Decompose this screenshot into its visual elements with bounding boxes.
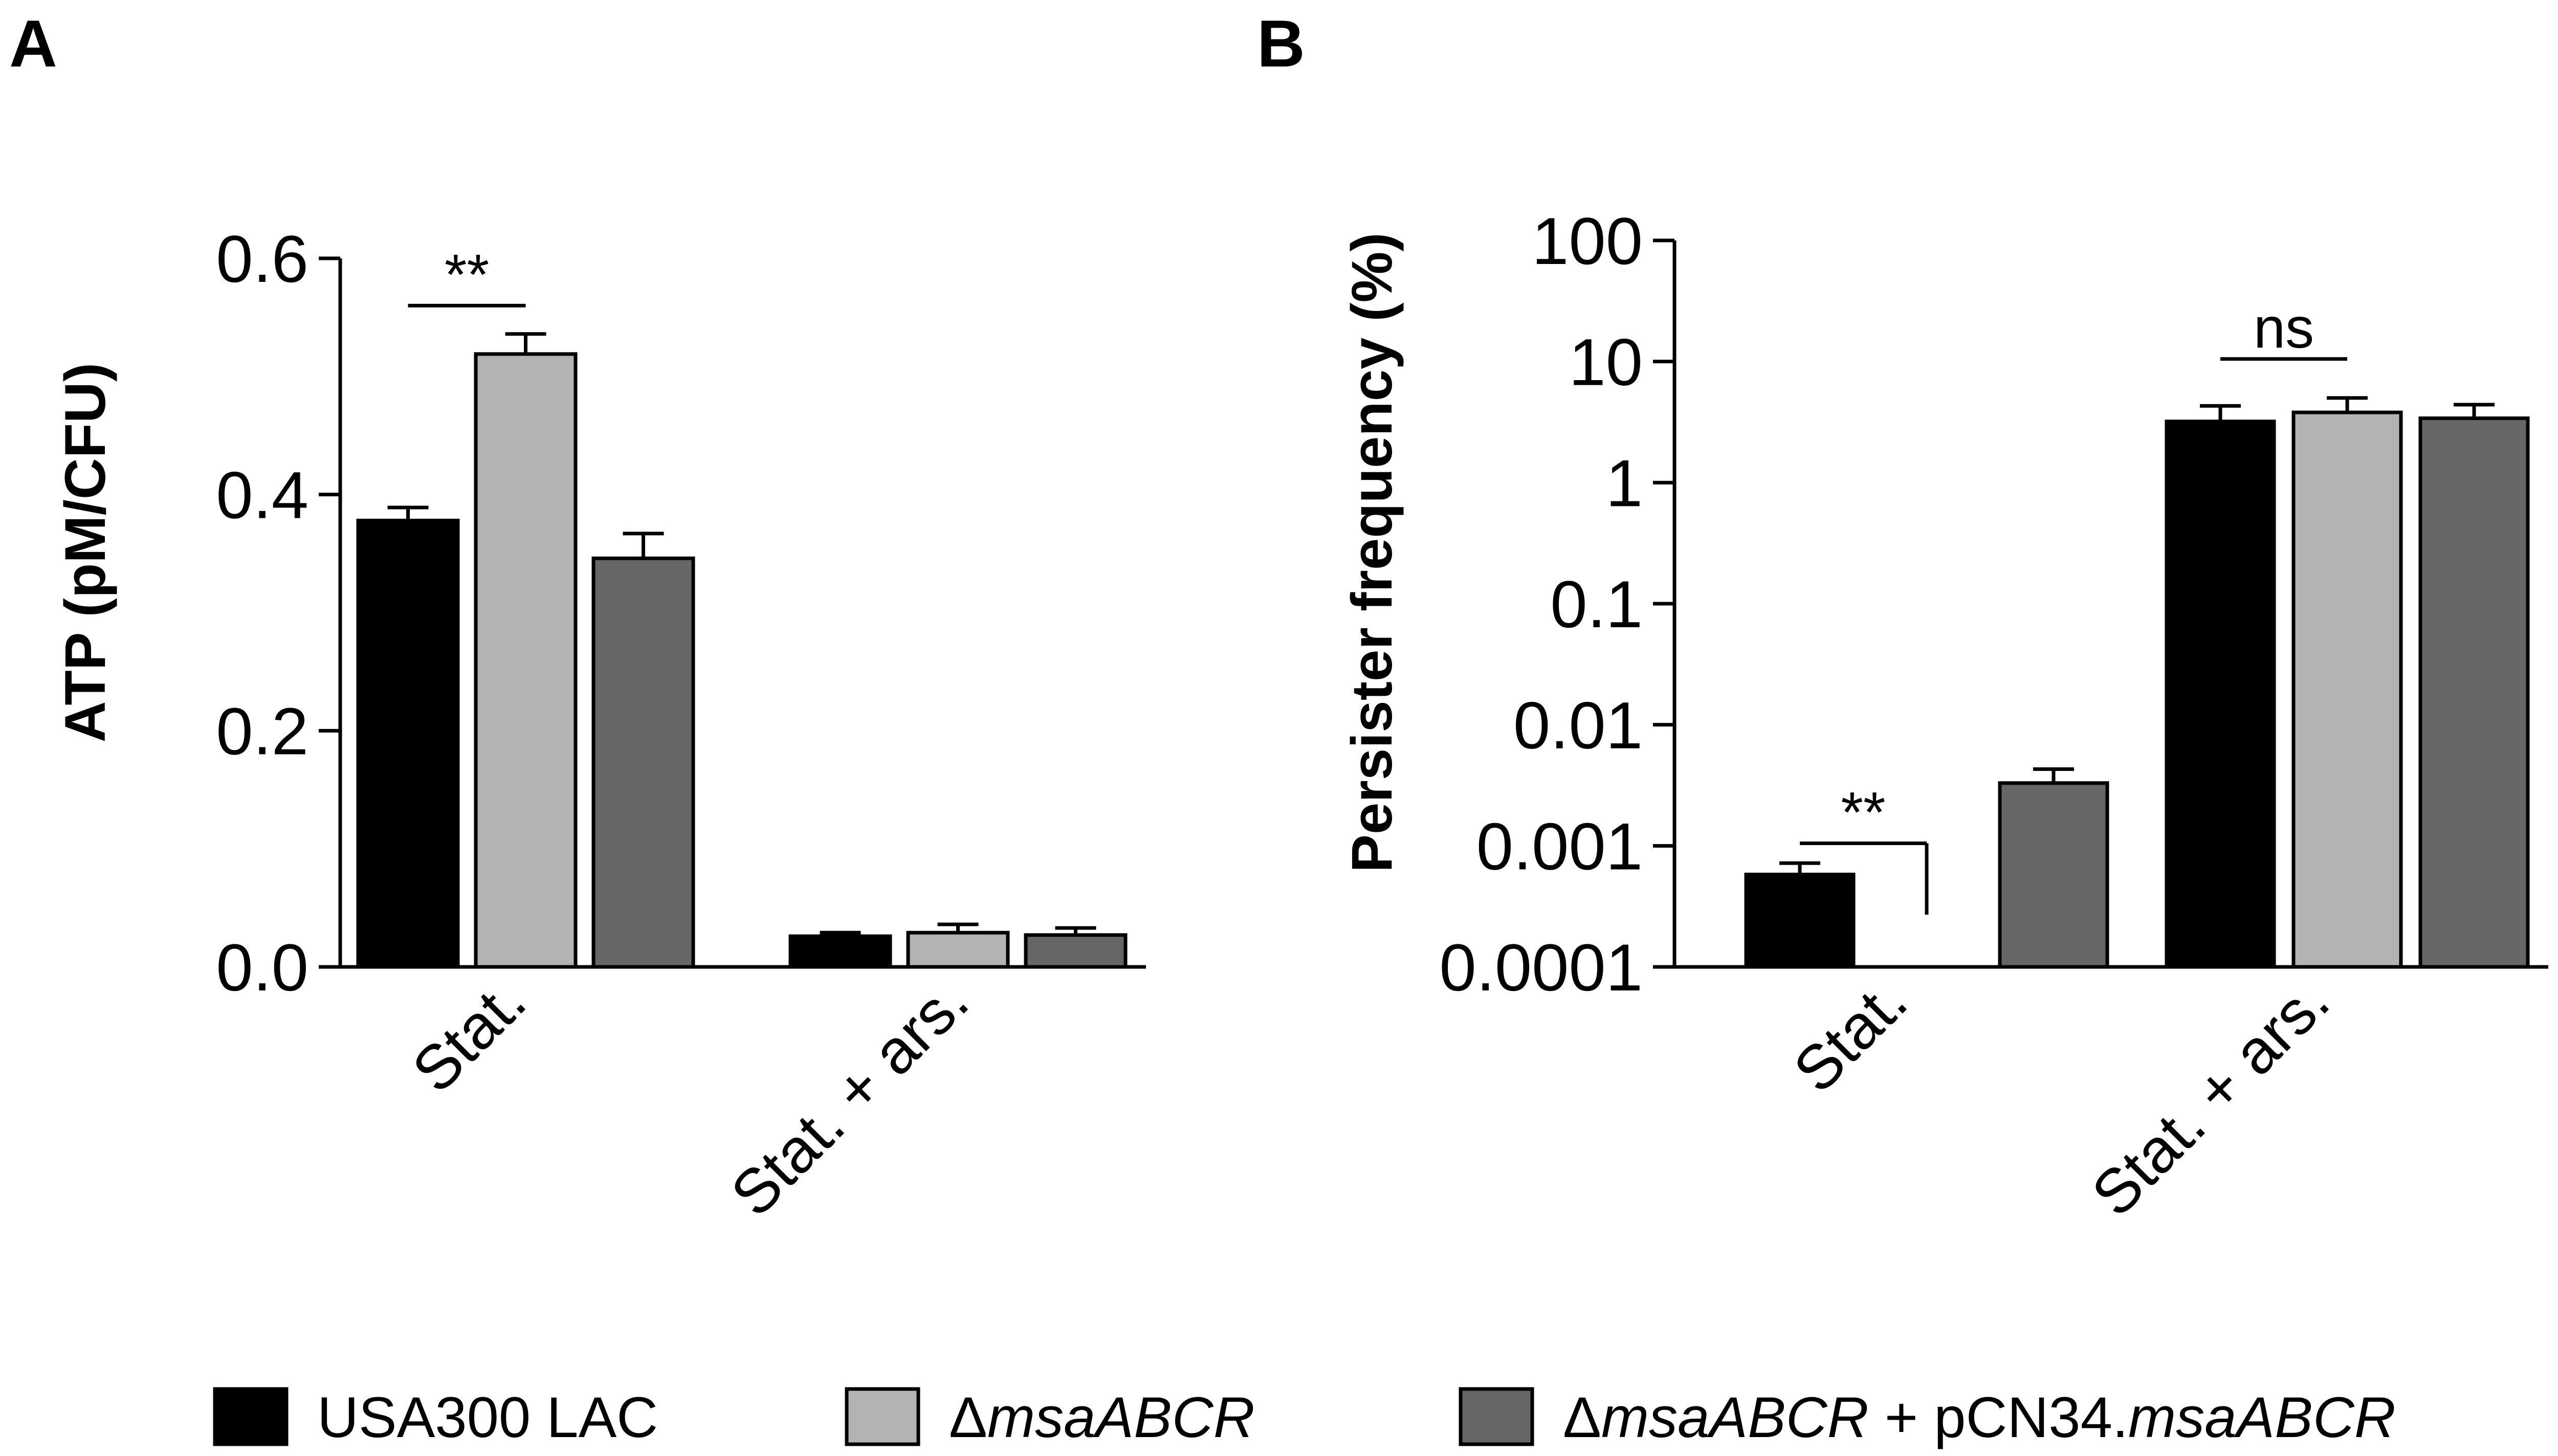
legend-swatch bbox=[845, 1387, 920, 1446]
y-tick-label: 0.4 bbox=[216, 458, 308, 533]
y-axis-title: ATP (pM/CFU) bbox=[53, 363, 117, 742]
bar bbox=[1024, 933, 1128, 969]
bar bbox=[1998, 781, 2109, 969]
significance-label: ** bbox=[1841, 780, 1885, 844]
y-tick-label: 0.6 bbox=[216, 222, 308, 296]
significance-label: ** bbox=[445, 242, 489, 306]
legend: USA300 LAC ΔmsaABCR ΔmsaABCR + pCN34.msaAB… bbox=[213, 1385, 2396, 1449]
y-tick-label: 0.01 bbox=[1513, 688, 1643, 763]
y-tick-label: 100 bbox=[1532, 204, 1643, 278]
category-label: Stat. + ars. bbox=[718, 965, 982, 1229]
legend-label-part: msaABCR bbox=[987, 1385, 1255, 1449]
legend-item: ΔmsaABCR bbox=[845, 1385, 1255, 1449]
legend-label-part: msaABCR bbox=[2128, 1385, 2396, 1449]
legend-label-part: USA300 LAC bbox=[317, 1385, 658, 1449]
bar bbox=[474, 352, 578, 969]
legend-label: USA300 LAC bbox=[317, 1385, 658, 1449]
legend-label: ΔmsaABCR + pCN34.msaABCR bbox=[1563, 1385, 2396, 1449]
legend-item: USA300 LAC bbox=[213, 1385, 658, 1449]
bar bbox=[356, 518, 460, 969]
panel-a: A 0.0 0.2 0.4 0.6 ATP (pM/CFU) Stat. Stat. + ar… bbox=[9, 6, 1146, 1229]
bar bbox=[2165, 420, 2276, 969]
legend-label-part: Δ bbox=[1563, 1385, 1601, 1449]
y-tick-label: 0.0 bbox=[216, 930, 308, 1005]
y-tick-label: 10 bbox=[1569, 325, 1643, 400]
category-label: Stat. + ars. bbox=[2079, 965, 2343, 1229]
bar bbox=[906, 931, 1010, 969]
legend-swatch bbox=[1459, 1387, 1534, 1446]
legend-label: ΔmsaABCR bbox=[949, 1385, 1255, 1449]
category-label: Stat. bbox=[399, 965, 539, 1106]
y-tick-label: 0.2 bbox=[216, 694, 308, 768]
panel-b: B 0.0001 0.001 0.01 0.1 1 10 100 Persister frequ… bbox=[1257, 6, 2548, 1229]
bar bbox=[1744, 872, 1856, 969]
bar bbox=[788, 934, 892, 969]
panel-letter: A bbox=[9, 6, 57, 81]
legend-label-part: + pCN34. bbox=[1869, 1385, 2128, 1449]
panel-letter: B bbox=[1257, 6, 1305, 81]
y-axis-title: Persister frequency (%) bbox=[1340, 232, 1404, 872]
bar bbox=[2291, 410, 2403, 969]
bar bbox=[2418, 416, 2530, 969]
y-tick-label: 0.001 bbox=[1476, 809, 1643, 884]
category-label: Stat. bbox=[1780, 965, 1921, 1106]
significance-label: ns bbox=[2254, 296, 2314, 360]
legend-label-part: Δ bbox=[949, 1385, 987, 1449]
y-tick-label: 0.1 bbox=[1550, 567, 1643, 642]
y-tick-label: 1 bbox=[1606, 446, 1643, 520]
legend-swatch bbox=[213, 1387, 289, 1446]
bar bbox=[591, 556, 695, 969]
legend-label-part: msaABCR bbox=[1601, 1385, 1869, 1449]
legend-item: ΔmsaABCR + pCN34.msaABCR bbox=[1459, 1385, 2396, 1449]
y-tick-label: 0.0001 bbox=[1439, 930, 1643, 1005]
